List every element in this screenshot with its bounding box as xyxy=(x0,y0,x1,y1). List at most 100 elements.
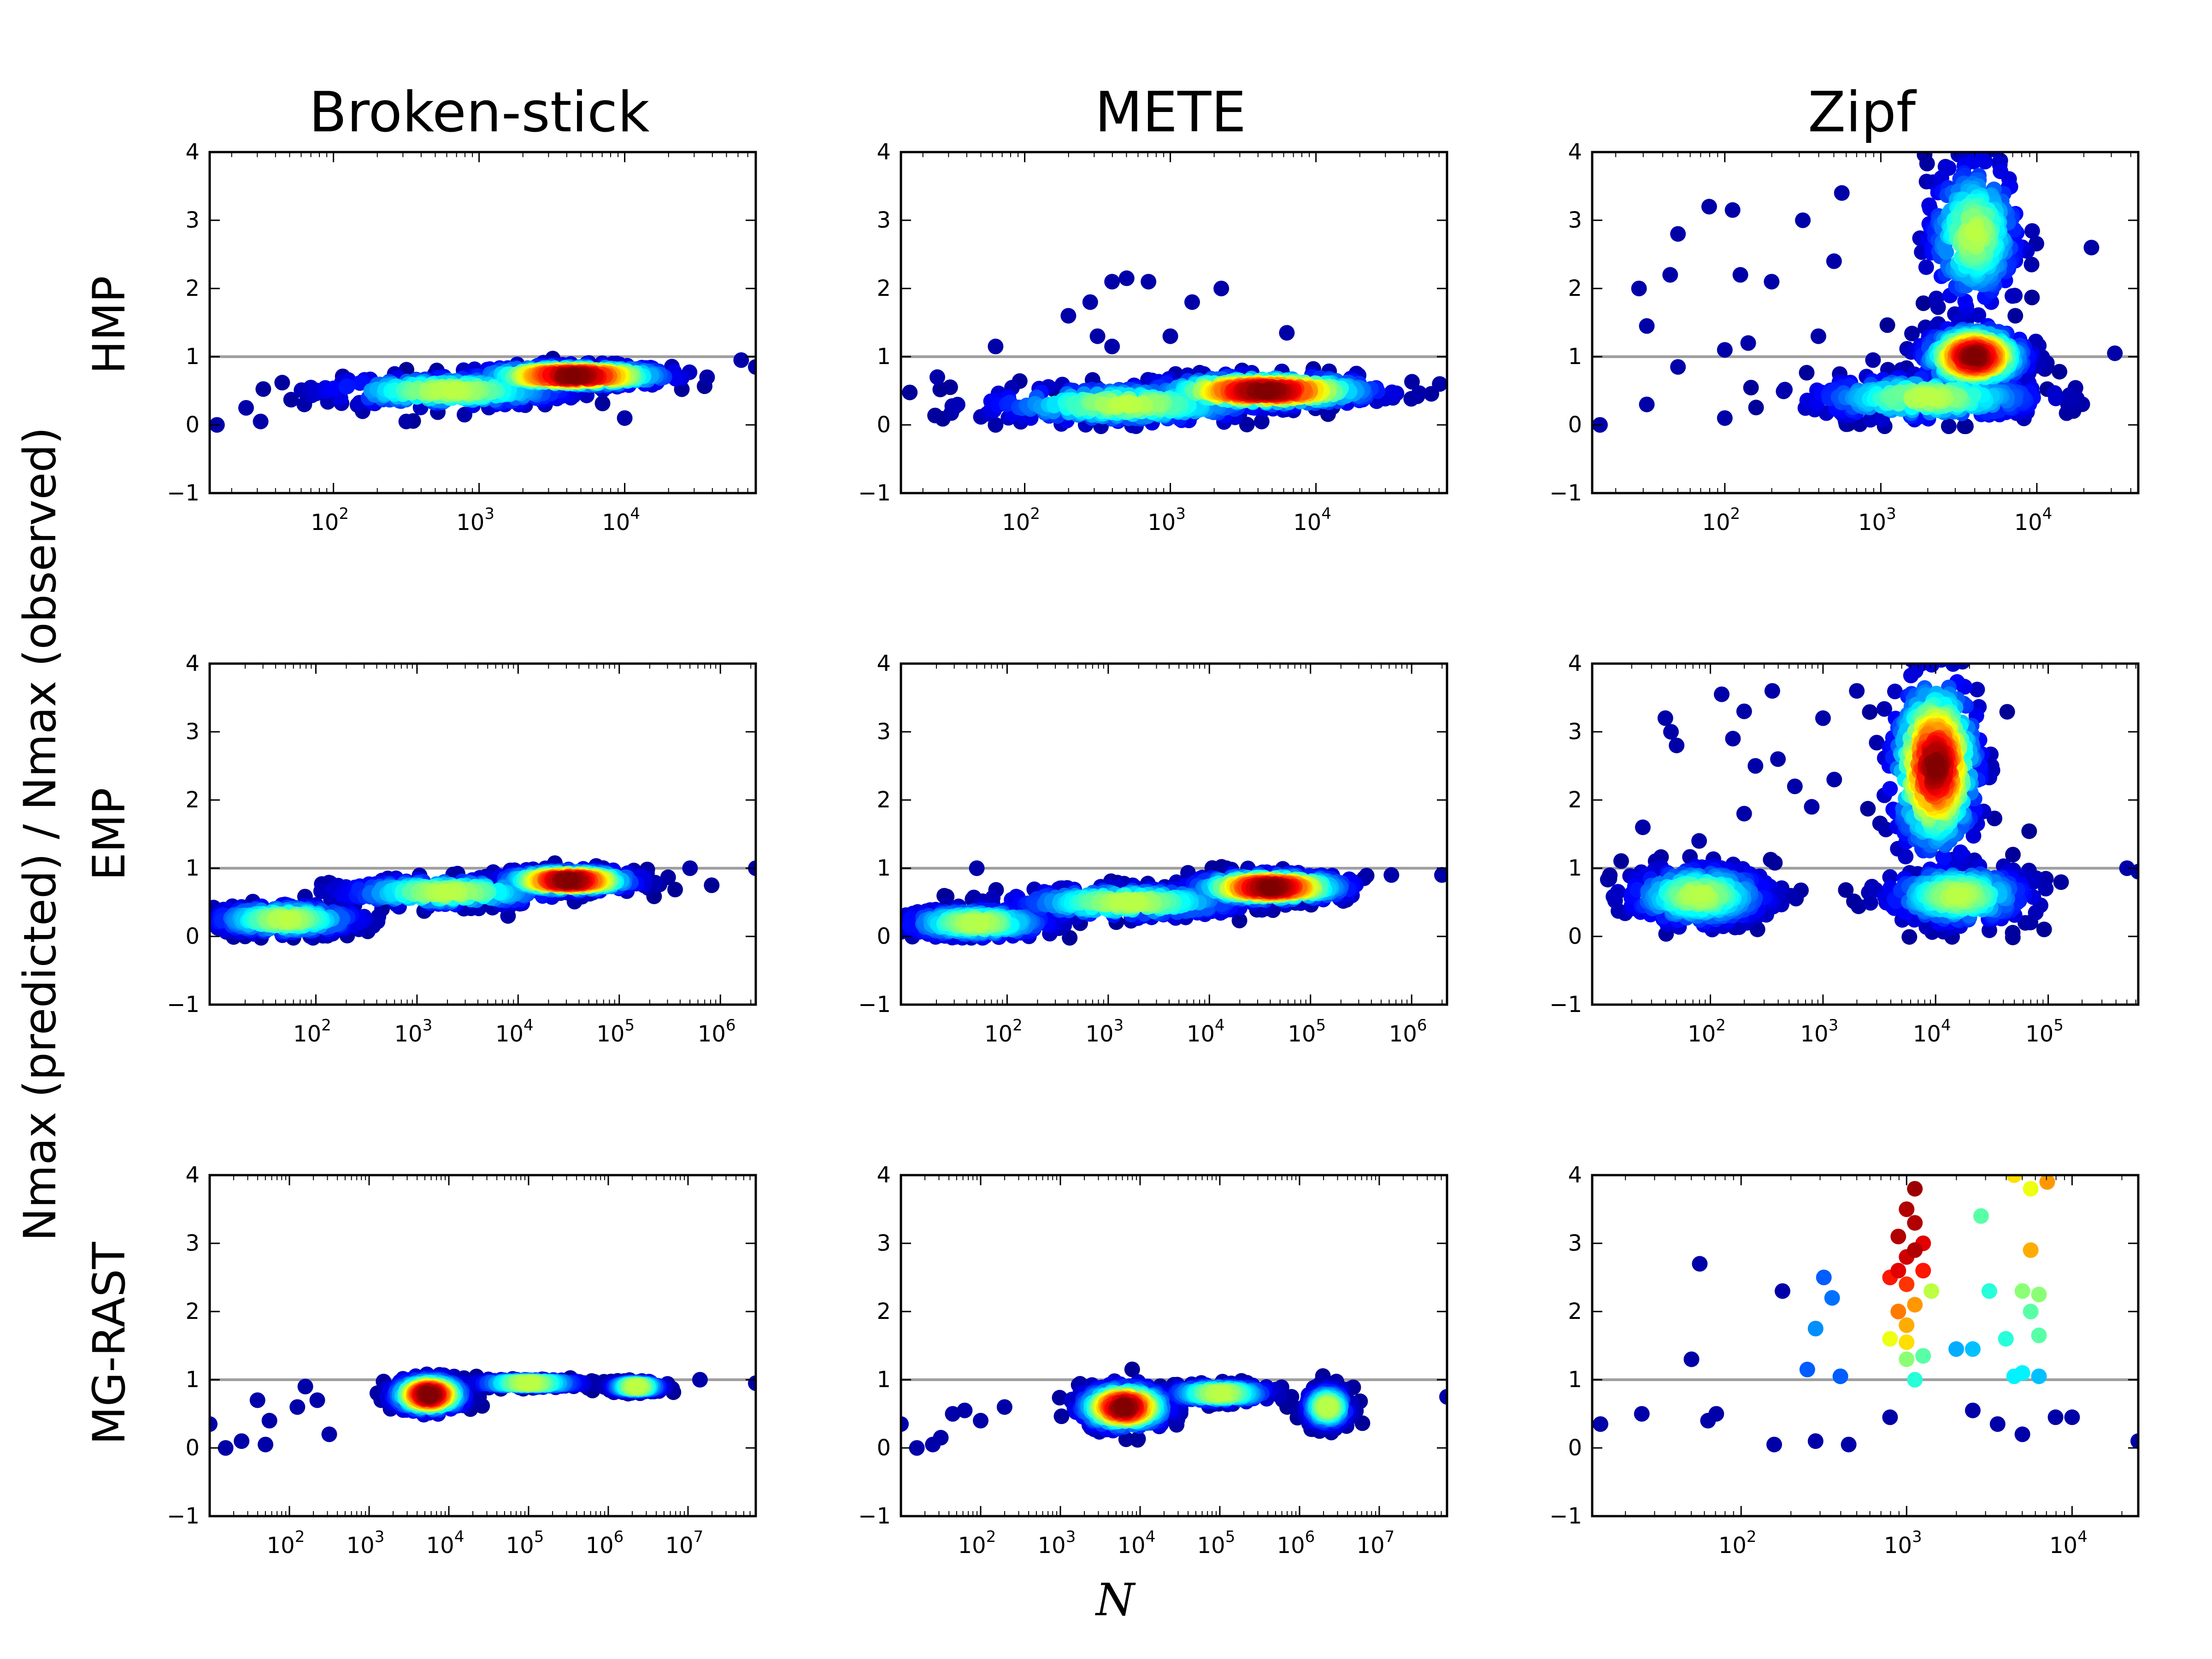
data-point xyxy=(1239,417,1255,433)
data-point xyxy=(932,382,948,398)
y-tick-label: 4 xyxy=(185,651,200,677)
data-point xyxy=(704,877,720,893)
data-point xyxy=(1662,267,1678,283)
data-point xyxy=(1928,290,1944,306)
data-point xyxy=(2083,240,2100,256)
data-point xyxy=(2048,390,2064,406)
axes-frame xyxy=(1591,151,2140,494)
x-tick-label: 104 xyxy=(1293,505,1331,535)
x-tick-label: 102 xyxy=(293,1016,331,1047)
data-point xyxy=(1717,410,1733,426)
data-point xyxy=(1717,342,1733,358)
data-point xyxy=(1383,867,1400,883)
data-point xyxy=(1639,318,1655,334)
data-point xyxy=(1743,380,1759,396)
data-point xyxy=(1865,352,1881,368)
data-point xyxy=(283,392,299,408)
data-point xyxy=(1411,385,1427,401)
data-point xyxy=(1776,383,1792,400)
y-tick-label: 4 xyxy=(1568,139,1582,165)
data-point xyxy=(1670,226,1686,242)
y-tick-label: 3 xyxy=(185,719,200,745)
column-title-broken-stick: Broken-stick xyxy=(309,81,650,145)
data-point xyxy=(2024,289,2040,306)
data-point xyxy=(1977,153,1993,170)
y-tick-label: 4 xyxy=(185,139,200,165)
y-tick-label: −1 xyxy=(858,480,891,506)
data-point xyxy=(1938,244,1954,260)
data-point xyxy=(1976,130,1991,146)
y-tick-label: 0 xyxy=(185,412,200,438)
y-tick-label: 3 xyxy=(185,207,200,233)
y-tick-label: 1 xyxy=(185,344,200,370)
x-tick-label: 102 xyxy=(311,505,349,535)
data-point xyxy=(1965,225,1981,241)
data-point xyxy=(1724,202,1741,218)
y-axis-label: Nmax (predicted) / Nmax (observed) xyxy=(14,427,66,1241)
x-tick-label: 102 xyxy=(1002,505,1040,535)
data-point xyxy=(733,352,749,368)
data-point xyxy=(442,383,459,399)
data-point xyxy=(1254,383,1271,399)
y-tick-label: 0 xyxy=(1568,412,1582,438)
data-point xyxy=(1918,259,1934,275)
data-point xyxy=(1799,365,1815,381)
data-point xyxy=(1104,274,1120,290)
x-tick-label: 103 xyxy=(456,505,494,535)
data-point xyxy=(279,912,295,928)
data-point xyxy=(2052,364,2067,380)
data-point xyxy=(1141,274,1157,290)
data-point xyxy=(1862,412,1878,428)
data-point xyxy=(1279,325,1295,341)
data-point xyxy=(667,882,683,898)
y-tick-label: 1 xyxy=(1568,344,1582,370)
data-point xyxy=(1834,185,1850,201)
data-point xyxy=(2007,308,2024,324)
data-point xyxy=(1993,163,2008,179)
data-point xyxy=(1958,418,1974,434)
data-point xyxy=(2024,257,2040,272)
y-tick-label: 2 xyxy=(185,276,200,301)
data-point xyxy=(2024,223,2040,239)
points-emp-mete xyxy=(882,859,1447,946)
data-point xyxy=(1941,418,1957,434)
data-point xyxy=(949,397,965,412)
y-tick-label: 0 xyxy=(877,412,891,438)
data-point xyxy=(2028,334,2044,349)
data-point xyxy=(988,417,1004,433)
x-tick-label: 103 xyxy=(394,1016,433,1047)
y-tick-label: 2 xyxy=(185,787,200,813)
points-hmp-mete xyxy=(902,270,1447,434)
data-point xyxy=(882,904,897,919)
data-point xyxy=(1434,867,1447,883)
x-tick-label: 106 xyxy=(698,1016,736,1047)
data-point xyxy=(440,883,456,900)
data-point xyxy=(902,918,918,934)
data-point xyxy=(2004,288,2020,304)
data-point xyxy=(902,384,918,400)
data-point xyxy=(1915,295,1931,311)
y-tick-label: 0 xyxy=(185,924,200,949)
data-point xyxy=(1213,281,1230,296)
data-point xyxy=(1432,376,1447,392)
axes-frame xyxy=(208,662,757,1006)
column-title-mete: METE xyxy=(1095,81,1246,145)
data-point xyxy=(1732,267,1748,283)
data-point xyxy=(1062,930,1078,946)
data-point xyxy=(1764,274,1780,290)
y-tick-label: 2 xyxy=(877,276,891,301)
data-point xyxy=(748,359,756,375)
data-point xyxy=(1748,400,1764,416)
data-point xyxy=(617,410,633,426)
data-point xyxy=(1826,253,1842,269)
data-point xyxy=(969,860,985,876)
x-tick-label: 104 xyxy=(2014,505,2053,535)
data-point xyxy=(563,873,579,889)
data-point xyxy=(1670,359,1686,375)
data-point xyxy=(1631,281,1647,296)
y-tick-label: 1 xyxy=(185,855,200,881)
